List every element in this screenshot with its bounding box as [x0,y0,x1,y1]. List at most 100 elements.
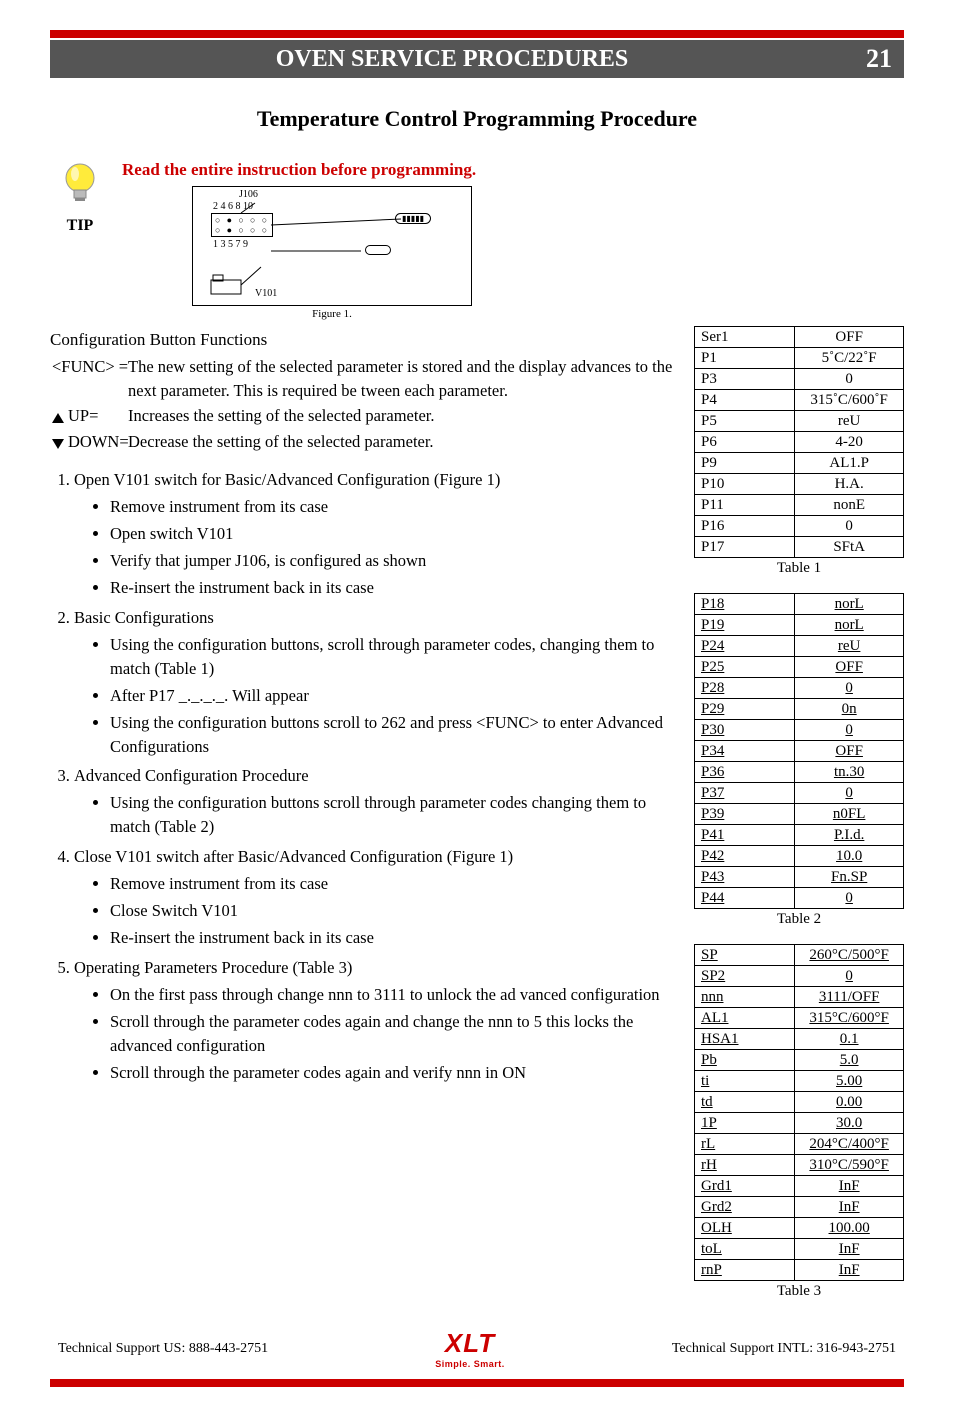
table-cell: rL [695,1134,795,1155]
table-cell: reU [795,411,904,432]
table-cell: P43 [695,867,795,888]
table-row: Ser1OFF [695,327,904,348]
table-cell: P.I.d. [795,825,904,846]
table-cell: P24 [695,636,795,657]
table-row: rL204°C/400°F [695,1134,904,1155]
table-cell: nonE [795,495,904,516]
table-cell: Grd2 [695,1197,795,1218]
table-cell: P4 [695,390,795,411]
table-cell: OFF [795,741,904,762]
table-cell: HSA1 [695,1029,795,1050]
table-row: toLInF [695,1239,904,1260]
table-cell: P11 [695,495,795,516]
table-cell: P30 [695,720,795,741]
footer: Technical Support US: 888-443-2751 XLT S… [50,1328,904,1375]
table-row: P11nonE [695,495,904,516]
step1b: Open switch V101 [110,522,680,546]
table-cell: 5.0 [795,1050,904,1071]
table-row: P10H.A. [695,474,904,495]
table-row: P4315˚C/600˚F [695,390,904,411]
table-cell: rnP [695,1260,795,1281]
table-cell: nnn [695,987,795,1008]
table-cell: 0.00 [795,1092,904,1113]
table-row: P64-20 [695,432,904,453]
bottom-red-bar [50,1379,904,1387]
table-cell: InF [795,1176,904,1197]
table-cell: OFF [795,327,904,348]
table-cell: P5 [695,411,795,432]
table-row: P280 [695,678,904,699]
step3a: Using the configuration buttons scroll t… [110,791,680,839]
table-cell: 100.00 [795,1218,904,1239]
table-row: P30 [695,369,904,390]
figure-lines [201,195,461,305]
table1-caption: Table 1 [694,560,904,577]
v101-label: V101 [255,288,277,299]
table-cell: norL [795,594,904,615]
table-row: AL1315°C/600°F [695,1008,904,1029]
table-cell: SP2 [695,966,795,987]
table-cell: Fn.SP [795,867,904,888]
table-cell: Ser1 [695,327,795,348]
table-cell: P17 [695,537,795,558]
step5c: Scroll through the parameter codes again… [110,1061,680,1085]
table-row: rnPInF [695,1260,904,1281]
step5: Operating Parameters Procedure (Table 3) [74,958,352,977]
table-row: SP260°C/500°F [695,945,904,966]
table-cell: P28 [695,678,795,699]
table-cell: Pb [695,1050,795,1071]
table-cell: P16 [695,516,795,537]
table-cell: n0FL [795,804,904,825]
table-cell: Grd1 [695,1176,795,1197]
page-subtitle: Temperature Control Programming Procedur… [50,106,904,132]
table-cell: H.A. [795,474,904,495]
table-row: P25OFF [695,657,904,678]
step4b: Close Switch V101 [110,899,680,923]
step4: Close V101 switch after Basic/Advanced C… [74,847,513,866]
table-row: P41P.I.d. [695,825,904,846]
step1: Open V101 switch for Basic/Advanced Conf… [74,470,500,489]
step4c: Re-insert the instrument back in its cas… [110,926,680,950]
table-row: ti5.00 [695,1071,904,1092]
step3: Advanced Configuration Procedure [74,766,309,785]
table-1: Ser1OFFP15˚C/22˚FP30P4315˚C/600˚FP5reUP6… [694,326,904,558]
table-cell: ti [695,1071,795,1092]
step2b: After P17 _._._._. Will appear [110,684,680,708]
table-cell: SP [695,945,795,966]
table-row: P300 [695,720,904,741]
header-band: OVEN SERVICE PROCEDURES 21 [50,40,904,78]
logo: XLT Simple. Smart. [435,1328,505,1369]
step2c: Using the configuration buttons scroll t… [110,711,680,759]
up-body: Increases the setting of the selected pa… [128,404,680,428]
table-row: P4210.0 [695,846,904,867]
table-cell: InF [795,1260,904,1281]
warning-text: Read the entire instruction before progr… [122,160,904,180]
table-row: P370 [695,783,904,804]
step5a: On the first pass through change nnn to … [110,983,680,1007]
top-red-bar [50,30,904,38]
table-cell: P6 [695,432,795,453]
table-row: P15˚C/22˚F [695,348,904,369]
table-cell: AL1.P [795,453,904,474]
table-cell: 0 [795,888,904,909]
down-label-text: DOWN= [68,432,129,451]
table-cell: P34 [695,741,795,762]
step5b: Scroll through the parameter codes again… [110,1010,680,1058]
table-cell: 3111/OFF [795,987,904,1008]
logo-tagline: Simple. Smart. [435,1359,505,1369]
step2a: Using the configuration buttons, scroll … [110,633,680,681]
table-cell: 260°C/500°F [795,945,904,966]
table-cell: P29 [695,699,795,720]
table-cell: P42 [695,846,795,867]
table-row: HSA10.1 [695,1029,904,1050]
step1d: Re-insert the instrument back in its cas… [110,576,680,600]
down-body: Decrease the setting of the selected par… [128,430,680,454]
table-row: rH310°C/590°F [695,1155,904,1176]
step4a: Remove instrument from its case [110,872,680,896]
table-row: P36tn.30 [695,762,904,783]
table-row: P440 [695,888,904,909]
table-row: 1P30.0 [695,1113,904,1134]
table-cell: tn.30 [795,762,904,783]
procedure-list: Open V101 switch for Basic/Advanced Conf… [50,468,680,1084]
table-row: Grd1InF [695,1176,904,1197]
